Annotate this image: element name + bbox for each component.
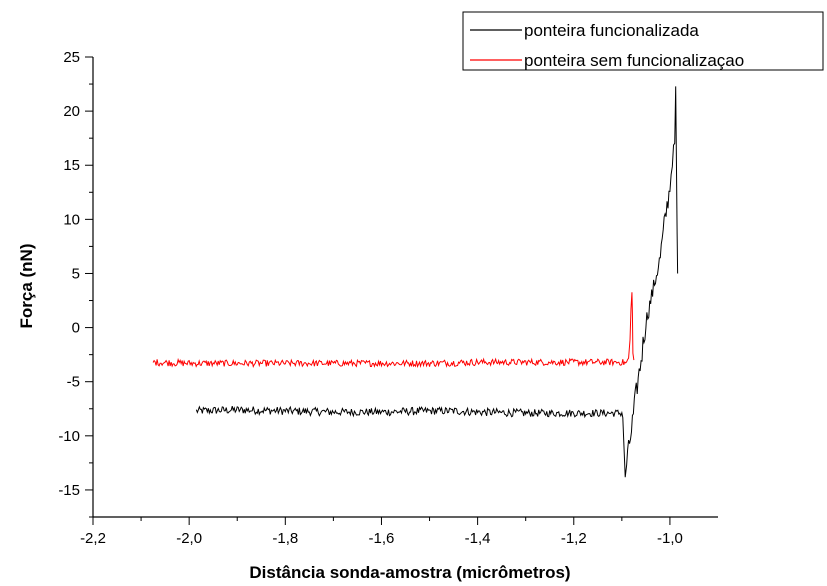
y-axis-title: Força (nN) — [17, 244, 36, 329]
y-tick-label: 20 — [63, 103, 80, 120]
legend: ponteira funcionalizada ponteira sem fun… — [462, 11, 824, 71]
plot-axes — [92, 57, 718, 518]
y-tick-label: -15 — [58, 482, 80, 499]
series-line-0 — [195, 86, 679, 478]
y-tick-label: 15 — [63, 157, 80, 174]
series-layer — [152, 86, 679, 478]
x-tick-label: -2,0 — [176, 530, 202, 547]
x-tick-label: -2,2 — [80, 530, 106, 547]
x-tick-label: -1,6 — [369, 530, 395, 547]
x-tick-label: -1,8 — [272, 530, 298, 547]
y-tick-label: 0 — [72, 320, 80, 337]
legend-box — [462, 11, 824, 71]
legend-label-1: ponteira sem funcionalizaçao — [524, 51, 744, 70]
series-line-1 — [152, 292, 635, 369]
y-tick-label: 5 — [72, 265, 80, 282]
y-tick-label: -5 — [67, 374, 80, 391]
x-tick-label: -1,0 — [657, 530, 683, 547]
x-axis-title: Distância sonda-amostra (micrômetros) — [249, 563, 570, 582]
x-tick-label: -1,2 — [561, 530, 587, 547]
y-tick-label: -10 — [58, 428, 80, 445]
y-tick-label: 10 — [63, 211, 80, 228]
x-tick-label: -1,4 — [465, 530, 491, 547]
legend-label-0: ponteira funcionalizada — [524, 21, 699, 40]
tick-layer: -2,2 -2,0 -1,8 -1,6 -1,4 -1,2 -1,0 -15 -10 -5 0 5 10… — [58, 49, 683, 547]
y-tick-label: 25 — [63, 49, 80, 66]
